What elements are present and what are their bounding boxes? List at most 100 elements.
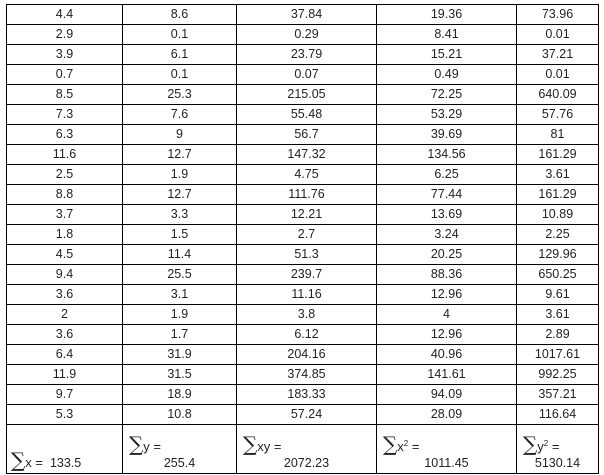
table-cell: 3.61 [516,164,599,185]
table-cell: 72.25 [376,84,517,105]
table-cell: 37.21 [516,44,599,65]
table-cell: 1.5 [122,224,237,245]
table-row: 1.8 1.5 2.7 3.24 2.25 [6,224,599,245]
table-row: 2.5 1.9 4.75 6.25 3.61 [6,164,599,185]
table-cell: 10.89 [516,204,599,225]
table-cell: 650.25 [516,264,599,285]
sum-label: y [537,439,544,454]
table-cell: 204.16 [236,344,377,365]
table-row: 11.9 31.5 374.85 141.61 992.25 [6,364,599,385]
sum-value: 5130.14 [534,456,581,470]
table-cell: 992.25 [516,364,599,385]
table-cell: 57.24 [236,404,377,425]
table-cell: 7.3 [6,104,123,125]
sum-cell: ∑y = 255.4 [122,424,237,474]
table-cell: 2.25 [516,224,599,245]
table-cell: 19.36 [376,4,517,25]
table-cell: 6.25 [376,164,517,185]
table-cell: 239.7 [236,264,377,285]
sum-label: x [397,439,404,454]
table-row: 9.4 25.5 239.7 88.36 650.25 [6,264,599,285]
table-row: 2 1.9 3.8 4 3.61 [6,304,599,325]
table-cell: 11.16 [236,284,377,305]
sigma-symbol: ∑ [243,432,258,456]
table-cell: 147.32 [236,144,377,165]
table-cell: 2 [6,304,123,325]
table-cell: 40.96 [376,344,517,365]
table-cell: 31.5 [122,364,237,385]
sum-value: 1011.45 [424,456,469,470]
table-cell: 3.8 [236,304,377,325]
table-cell: 0.1 [122,24,237,45]
table-cell: 183.33 [236,384,377,405]
table-row: 0.7 0.1 0.07 0.49 0.01 [6,64,599,85]
table-cell: 111.76 [236,184,377,205]
table-row: 9.7 18.9 183.33 94.09 357.21 [6,384,599,405]
table-cell: 0.49 [376,64,517,85]
table-cell: 1.9 [122,164,237,185]
sum-label: xy = [257,439,282,454]
table-row: 3.9 6.1 23.79 15.21 37.21 [6,44,599,65]
table-cell: 8.8 [6,184,123,205]
table-row: 5.3 10.8 57.24 28.09 116.64 [6,404,599,425]
table-cell: 0.01 [516,64,599,85]
table-cell: 7.6 [122,104,237,125]
table-cell: 25.3 [122,84,237,105]
table-cell: 51.3 [236,244,377,265]
table-cell: 0.7 [6,64,123,85]
equals: = [548,439,560,454]
table-cell: 9 [122,124,237,145]
table-cell: 3.6 [6,324,123,345]
table-cell: 6.3 [6,124,123,145]
table-row: 2.9 0.1 0.29 8.41 0.01 [6,24,599,45]
table-cell: 134.56 [376,144,517,165]
sum-row: ∑x = 133.5 ∑y = 255.4 ∑xy = 2072.23 ∑x2 = 1011… [6,424,599,474]
table-cell: 15.21 [376,44,517,65]
table-cell: 55.48 [236,104,377,125]
table-cell: 357.21 [516,384,599,405]
table-cell: 2.9 [6,24,123,45]
table-cell: 8.6 [122,4,237,25]
table-cell: 10.8 [122,404,237,425]
sigma-symbol: ∑ [523,432,538,456]
exponent: 2 [403,438,409,448]
sum-label: x = [25,455,43,470]
table-cell: 6.12 [236,324,377,345]
table-row: 7.3 7.6 55.48 53.29 57.76 [6,104,599,125]
sum-cell: ∑x = 133.5 [6,424,123,474]
table-cell: 81 [516,124,599,145]
table-row: 4.5 11.4 51.3 20.25 129.96 [6,244,599,265]
table-cell: 6.4 [6,344,123,365]
table-cell: 53.29 [376,104,517,125]
table-cell: 2.89 [516,324,599,345]
sum-cell: ∑x2 = 1011.45 [376,424,517,474]
table-cell: 161.29 [516,184,599,205]
table-row: 8.8 12.7 111.76 77.44 161.29 [6,184,599,205]
table-cell: 12.96 [376,284,517,305]
sigma-symbol: ∑ [11,448,26,472]
table-cell: 3.3 [122,204,237,225]
table-cell: 8.5 [6,84,123,105]
table-cell: 2.7 [236,224,377,245]
table-cell: 0.1 [122,64,237,85]
table-row: 6.3 9 56.7 39.69 81 [6,124,599,145]
table-cell: 1.7 [122,324,237,345]
table-cell: 12.21 [236,204,377,225]
sigma-symbol: ∑ [383,432,398,456]
table-cell: 2.5 [6,164,123,185]
table-cell: 73.96 [516,4,599,25]
sum-value: 2072.23 [283,456,330,470]
table-cell: 129.96 [516,244,599,265]
table-cell: 25.5 [122,264,237,285]
table-cell: 4.5 [6,244,123,265]
table-cell: 88.36 [376,264,517,285]
table-cell: 3.6 [6,284,123,305]
table-cell: 9.4 [6,264,123,285]
table-cell: 12.7 [122,184,237,205]
table-cell: 94.09 [376,384,517,405]
equals: = [408,439,420,454]
table-cell: 4.4 [6,4,123,25]
table-cell: 57.76 [516,104,599,125]
table-cell: 640.09 [516,84,599,105]
table-cell: 39.69 [376,124,517,145]
